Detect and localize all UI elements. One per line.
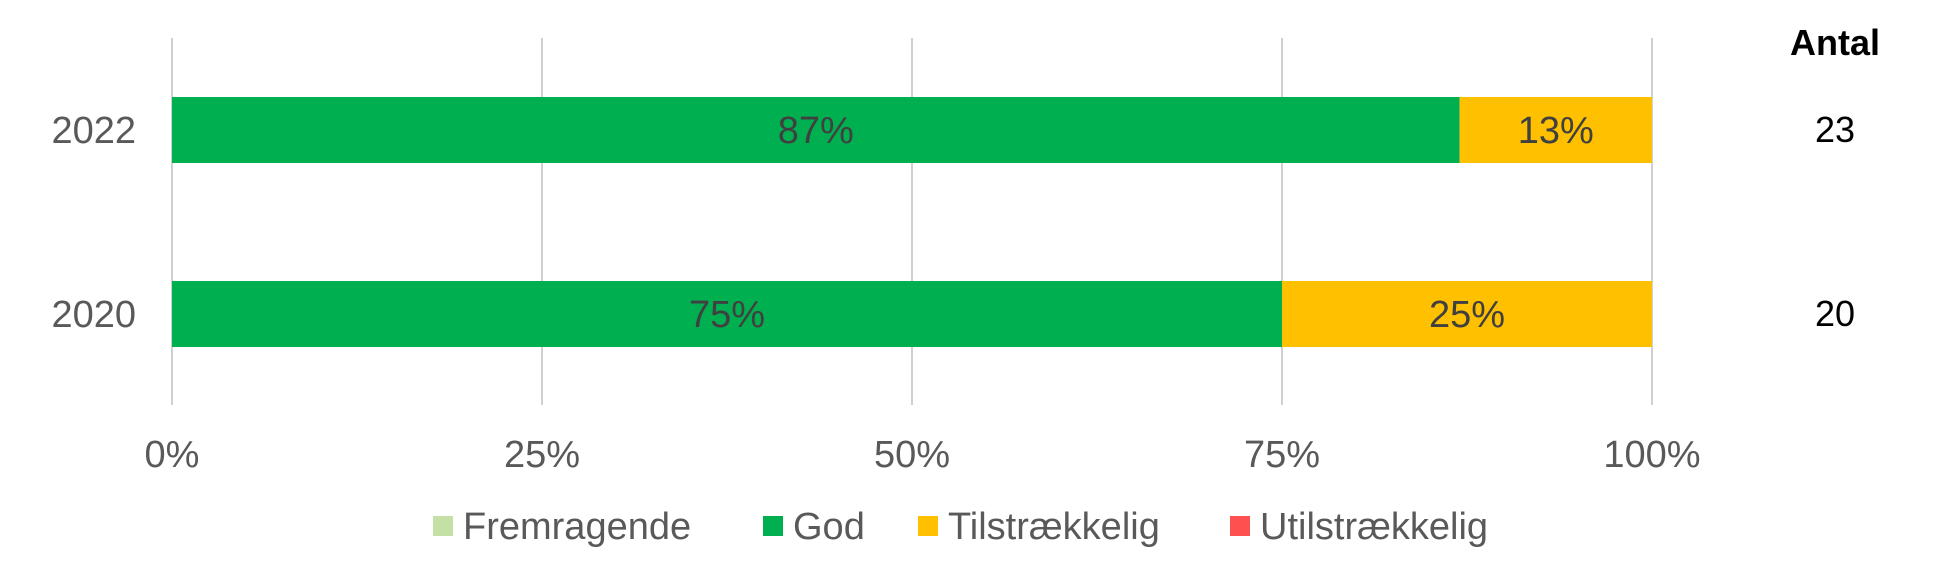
legend-swatch-tilstrækkelig	[918, 516, 938, 536]
x-tick-label: 75%	[1244, 434, 1320, 476]
count-column: Antal 23 20	[1790, 22, 1880, 334]
x-tick-label: 0%	[145, 434, 200, 476]
bar-segment-tilstrækkelig-2022	[1459, 97, 1652, 163]
data-label: 87%	[778, 110, 854, 152]
y-category-label: 2022	[51, 110, 136, 152]
count-value: 20	[1815, 293, 1855, 334]
x-tick-label: 50%	[874, 434, 950, 476]
bars	[172, 97, 1652, 347]
axes: 0% 25% 50% 75% 100% 2022 2020	[51, 110, 1700, 476]
legend-swatch-god	[763, 516, 783, 536]
legend-label: Tilstrækkelig	[948, 506, 1160, 548]
data-labels: 87% 13% 75% 25%	[689, 110, 1594, 336]
legend-label: Fremragende	[463, 506, 691, 548]
y-category-label: 2020	[51, 294, 136, 336]
legend-label: God	[793, 506, 865, 548]
legend-swatch-fremragende	[433, 516, 453, 536]
count-header: Antal	[1790, 22, 1880, 63]
legend-label: Utilstrækkelig	[1260, 506, 1488, 548]
x-tick-label: 25%	[504, 434, 580, 476]
count-value: 23	[1815, 109, 1855, 150]
x-tick-label: 100%	[1603, 434, 1700, 476]
data-label: 25%	[1429, 294, 1505, 336]
bar-segment-tilstrækkelig-2020	[1282, 281, 1652, 347]
legend: Fremragende God Tilstrækkelig Utilstrækkeli…	[433, 506, 1488, 548]
bar-segment-god-2020	[172, 281, 1282, 347]
legend-swatch-utilstrækkelig	[1230, 516, 1250, 536]
data-label: 75%	[689, 294, 765, 336]
gridlines	[171, 38, 1653, 405]
data-label: 13%	[1518, 110, 1594, 152]
bar-segment-god-2022	[172, 97, 1460, 163]
